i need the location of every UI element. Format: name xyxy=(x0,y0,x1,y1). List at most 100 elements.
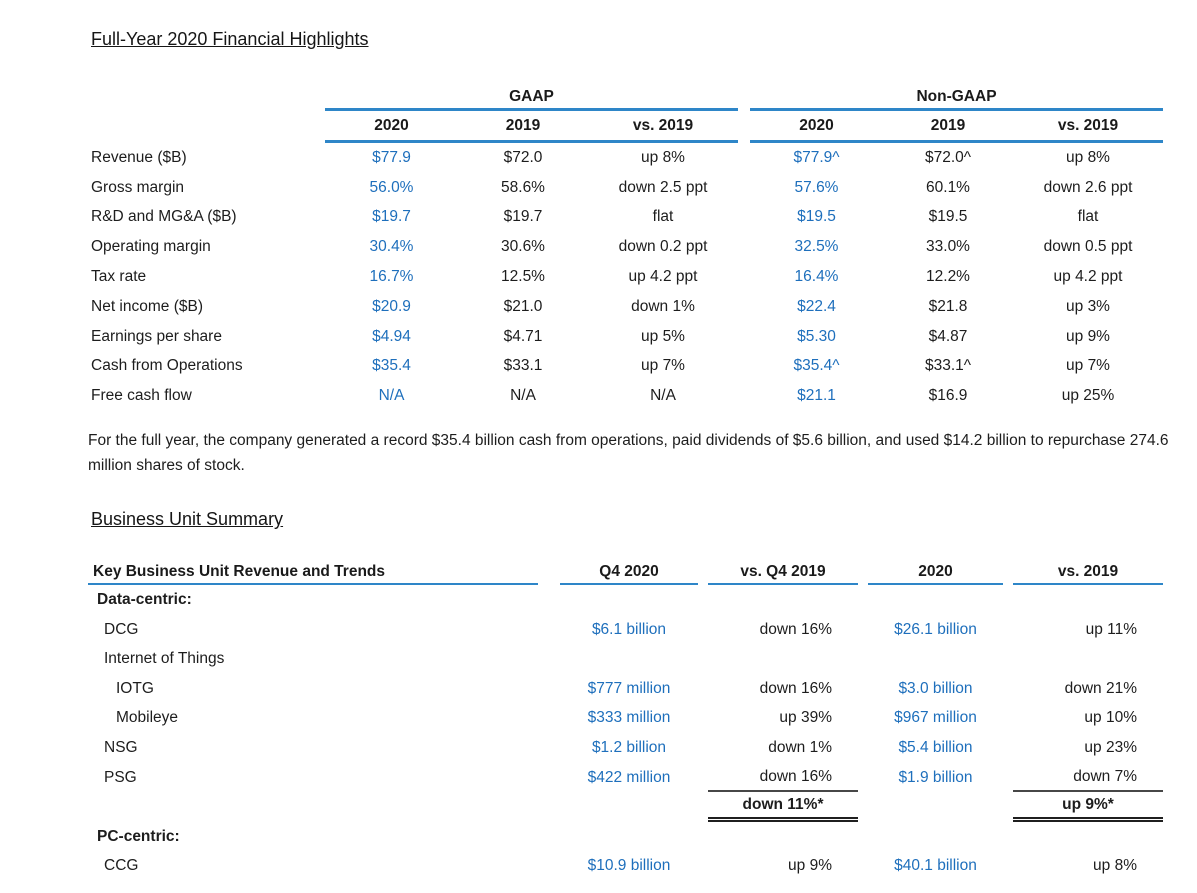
value-cell: $10.9 billion xyxy=(587,857,671,875)
row-label: PSG xyxy=(104,768,137,786)
financial-highlights-table: GAAP Non-GAAP 2020 2019 vs. 2019 2020 20… xyxy=(88,86,1197,411)
value-cell: flat xyxy=(1077,208,1099,226)
full-year-summary-paragraph: For the full year, the company generated… xyxy=(88,432,1169,475)
row-label xyxy=(88,792,538,822)
column-header: vs. 2019 xyxy=(1057,116,1119,134)
row-label: DCG xyxy=(104,620,139,638)
value-cell: down 1% xyxy=(631,297,695,315)
business-unit-table: Key Business Unit Revenue and Trends Q4 … xyxy=(88,561,1197,881)
row-label: CCG xyxy=(104,857,139,875)
value-cell: $19.7 xyxy=(503,208,543,226)
value-cell: 56.0% xyxy=(369,178,414,196)
row-label: Earnings per share xyxy=(91,327,222,345)
value-cell: N/A xyxy=(650,387,676,405)
table-row-revenue: Revenue ($B) $77.9 $72.0 up 8% $77.9^ $7… xyxy=(88,143,1197,173)
value-cell: up 10% xyxy=(1084,709,1137,727)
value-cell: $5.30 xyxy=(797,327,836,345)
row-label: Data-centric: xyxy=(97,590,192,608)
table-row-mobileye: Mobileye $333 million up 39% $967 millio… xyxy=(88,704,1197,734)
value-cell: $21.0 xyxy=(503,297,543,315)
value-cell: N/A xyxy=(378,387,405,405)
value-cell: up 9% xyxy=(788,857,832,875)
value-cell: up 4.2 ppt xyxy=(628,268,698,286)
group-header-row: GAAP Non-GAAP xyxy=(88,86,1197,108)
column-header: Key Business Unit Revenue and Trends xyxy=(88,561,538,586)
value-cell: up 7% xyxy=(641,357,685,375)
column-header: 2019 xyxy=(930,116,966,134)
row-label: PC-centric: xyxy=(97,827,180,845)
value-cell: $4.71 xyxy=(503,327,543,345)
table-row-net-income: Net income ($B) $20.9 $21.0 down 1% $22.… xyxy=(88,292,1197,322)
value-cell: up 3% xyxy=(1066,297,1110,315)
table-row-eps: Earnings per share $4.94 $4.71 up 5% $5.… xyxy=(88,322,1197,352)
column-header-row: 2020 2019 vs. 2019 2020 2019 vs. 2019 xyxy=(88,111,1197,140)
value-cell: $4.87 xyxy=(928,327,968,345)
value-cell: 32.5% xyxy=(794,238,839,256)
row-label: Internet of Things xyxy=(104,650,225,668)
value-cell: 16.7% xyxy=(369,268,414,286)
value-cell: $21.1 xyxy=(797,387,836,405)
row-label: Free cash flow xyxy=(91,387,192,405)
value-cell: 12.2% xyxy=(926,268,970,286)
value-cell: $967 million xyxy=(894,709,977,727)
row-label: Operating margin xyxy=(91,238,211,256)
value-cell: up 5% xyxy=(641,327,685,345)
table-row-internet-of-things: Internet of Things xyxy=(88,644,1197,674)
value-cell: $22.4 xyxy=(797,297,836,315)
value-cell: $33.1^ xyxy=(924,357,972,375)
row-label: IOTG xyxy=(116,679,154,697)
value-cell: $3.0 billion xyxy=(898,679,973,697)
table-row-operating-margin: Operating margin 30.4% 30.6% down 0.2 pp… xyxy=(88,232,1197,262)
non-gaap-rule xyxy=(750,108,1163,111)
gaap-rule xyxy=(325,108,738,111)
column-header: 2020 xyxy=(799,116,834,134)
value-cell: $1.9 billion xyxy=(898,768,973,786)
value-cell: 60.1% xyxy=(926,178,970,196)
column-header: 2020 xyxy=(868,561,1003,586)
table-row-iotg: IOTG $777 million down 16% $3.0 billion … xyxy=(88,674,1197,704)
value-cell: $35.4^ xyxy=(793,357,840,375)
column-header: Q4 2020 xyxy=(560,561,698,586)
value-cell: down 2.5 ppt xyxy=(618,178,708,196)
value-cell: $20.9 xyxy=(372,297,411,315)
value-cell: $6.1 billion xyxy=(591,620,667,638)
row-label: R&D and MG&A ($B) xyxy=(91,208,237,226)
table-row-gross-margin: Gross margin 56.0% 58.6% down 2.5 ppt 57… xyxy=(88,173,1197,203)
value-cell: $72.0 xyxy=(503,148,543,166)
subtotal-cell: up 9%* xyxy=(1013,792,1163,822)
value-cell: $35.4 xyxy=(372,357,411,375)
value-cell: up 8% xyxy=(641,148,685,166)
row-label: Gross margin xyxy=(91,178,185,196)
value-cell: down 0.5 ppt xyxy=(1043,238,1133,256)
value-cell: up 8% xyxy=(1093,857,1137,875)
table-row-cash-from-operations: Cash from Operations $35.4 $33.1 up 7% $… xyxy=(88,352,1197,382)
header-rule-row xyxy=(88,108,1197,111)
value-cell: $77.9^ xyxy=(793,148,840,166)
row-label: Revenue ($B) xyxy=(91,148,187,166)
business-table-header-row: Key Business Unit Revenue and Trends Q4 … xyxy=(88,561,1197,586)
table-row-data-centric: Data-centric: xyxy=(88,585,1197,615)
row-label: Tax rate xyxy=(91,268,147,286)
value-cell: down 16% xyxy=(759,620,832,638)
section-title-business-unit-summary: Business Unit Summary xyxy=(91,509,284,530)
value-cell: 16.4% xyxy=(794,268,839,286)
value-cell: up 8% xyxy=(1066,148,1110,166)
non-gaap-rule xyxy=(750,140,1163,143)
table-row-tax-rate: Tax rate 16.7% 12.5% up 4.2 ppt 16.4% 12… xyxy=(88,262,1197,292)
row-label: NSG xyxy=(104,738,138,756)
value-cell: $40.1 billion xyxy=(894,857,977,875)
header-rule-row xyxy=(88,140,1197,143)
value-cell: 33.0% xyxy=(926,238,970,256)
value-cell: $333 million xyxy=(587,709,671,727)
value-cell: $777 million xyxy=(587,679,671,697)
value-cell: $1.2 billion xyxy=(591,738,667,756)
value-cell: $33.1 xyxy=(503,357,543,375)
column-header: vs. 2019 xyxy=(1013,561,1163,586)
column-header: 2020 xyxy=(374,116,409,134)
value-cell: $26.1 billion xyxy=(894,620,977,638)
value-cell: down 21% xyxy=(1064,679,1137,697)
table-row-rd-mga: R&D and MG&A ($B) $19.7 $19.7 flat $19.5… xyxy=(88,203,1197,233)
value-cell: 12.5% xyxy=(501,268,545,286)
value-cell: up 7% xyxy=(1066,357,1110,375)
